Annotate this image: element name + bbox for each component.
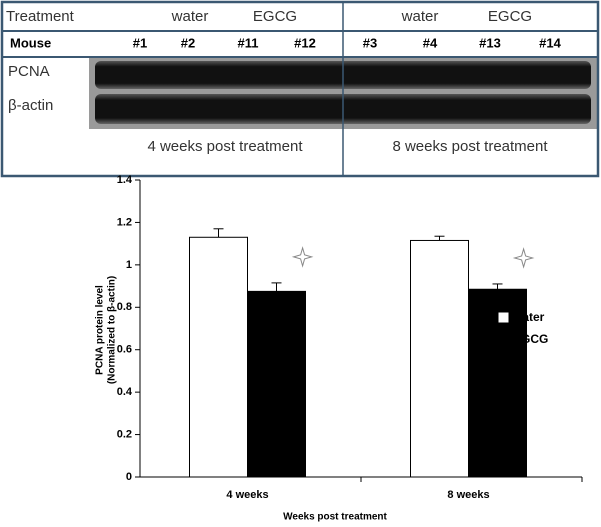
mouse-id: #14 [539,35,561,50]
mouse-id: #13 [479,35,501,50]
bar [189,236,248,478]
significance-star [291,246,314,268]
bar-chart: 0 0.2 0.4 0.6 0.8 1 1.2 1.4 4 weeks 8 weeks water E… [95,174,583,523]
legend-label: EGCG [513,332,548,346]
mouse-id: #1 [133,35,147,50]
y-tick-label: 1 [126,259,132,271]
group-label: EGCG [253,8,297,25]
y-axis-title: PCNA protein level [95,285,106,375]
y-tick-label: 0.8 [117,301,132,313]
bar [410,239,469,478]
mouse-id: #3 [363,35,377,50]
blot-panel: Treatment water EGCG water EGCG Mouse #1… [0,0,600,178]
legend-swatch [497,333,510,346]
y-tick-label: 0.2 [117,428,132,440]
y-tick-label: 1.2 [117,216,132,228]
group-label: water [401,8,439,25]
period-label: 4 weeks post treatment [147,138,303,155]
significance-star [512,247,535,269]
x-axis-title: Weeks post treatment [283,512,387,523]
y-tick-label: 0 [126,471,132,483]
treatment-label: Treatment [6,8,75,25]
row-label: β-actin [8,97,53,114]
period-label: 8 weeks post treatment [392,138,548,155]
y-tick-label: 0.6 [117,344,132,356]
mouse-id: #12 [294,35,316,50]
panel-border [0,0,600,178]
mouse-label: Mouse [10,35,51,50]
legend-swatch [497,311,510,324]
x-tick-label: 4 weeks [226,489,268,501]
y-tick-label: 0.4 [117,386,133,398]
row-label: PCNA [8,63,50,80]
group-label: water [171,8,209,25]
y-tick-label: 1.4 [117,174,133,186]
x-tick-label: 8 weeks [447,489,489,501]
mouse-id: #2 [181,35,195,50]
bar [247,290,306,478]
group-label: EGCG [488,8,532,25]
y-axis-title: (Normalized to β-actin) [107,276,118,384]
legend-label: water [512,310,545,324]
mouse-id: #11 [238,35,259,50]
mouse-id: #4 [423,35,438,50]
